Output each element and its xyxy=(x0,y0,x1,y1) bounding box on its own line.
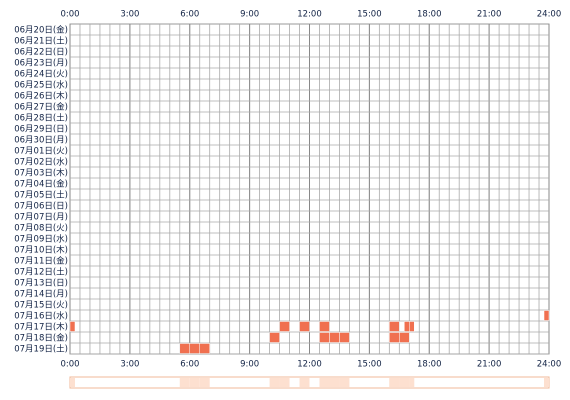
x-tick-label: 21:00 xyxy=(477,10,502,20)
row-label: 07月18日(金) xyxy=(14,333,68,344)
summary-block xyxy=(269,378,280,387)
x-tick-label: 15:00 xyxy=(357,360,382,370)
x-tick-label: 18:00 xyxy=(417,360,442,370)
row-label: 07月13日(日) xyxy=(14,279,68,289)
activity-block xyxy=(269,332,280,343)
x-tick-label: 6:00 xyxy=(180,10,199,20)
activity-block xyxy=(399,332,410,343)
row-label: 06月25日(水) xyxy=(14,80,68,91)
summary-block xyxy=(399,378,410,387)
x-tick-label: 6:00 xyxy=(180,360,199,370)
row-label: 07月07日(月) xyxy=(14,213,68,223)
summary-block xyxy=(70,378,75,387)
x-tick-label: 0:00 xyxy=(60,360,79,370)
x-tick-label: 12:00 xyxy=(297,10,322,20)
summary-block xyxy=(179,378,190,387)
summary-block xyxy=(389,378,400,387)
activity-block xyxy=(404,321,410,332)
x-tick-label: 24:00 xyxy=(537,10,562,20)
row-label: 07月19日(土) xyxy=(14,344,68,355)
row-label: 07月01日(火) xyxy=(14,147,68,157)
summary-block xyxy=(299,378,310,387)
summary-block xyxy=(329,378,340,387)
row-label: 06月20日(金) xyxy=(14,25,68,36)
summary-block xyxy=(339,378,350,387)
row-label: 07月15日(火) xyxy=(14,301,68,311)
row-label: 06月29日(日) xyxy=(14,125,68,135)
row-label: 07月06日(日) xyxy=(14,202,68,212)
activity-block xyxy=(319,321,330,332)
summary-block xyxy=(544,378,549,387)
row-label: 07月09日(水) xyxy=(14,234,68,245)
activity-block xyxy=(69,321,76,332)
x-tick-label: 9:00 xyxy=(240,360,259,370)
summary-block xyxy=(189,378,200,387)
activity-block xyxy=(389,332,400,343)
x-tick-label: 18:00 xyxy=(417,10,442,20)
row-label: 07月10日(木) xyxy=(14,245,68,256)
x-tick-label: 21:00 xyxy=(477,360,502,370)
x-tick-label: 12:00 xyxy=(297,360,322,370)
row-label: 06月26日(木) xyxy=(14,91,68,102)
summary-block xyxy=(199,378,210,387)
row-label: 06月21日(土) xyxy=(14,36,68,47)
activity-block xyxy=(189,343,200,354)
summary-block xyxy=(319,378,330,387)
row-label: 06月24日(火) xyxy=(14,70,68,80)
activity-block xyxy=(179,343,190,354)
row-label: 07月11日(金) xyxy=(14,256,68,267)
row-label: 06月27日(金) xyxy=(14,102,68,113)
row-label: 06月22日(日) xyxy=(14,48,68,58)
row-label: 07月02日(水) xyxy=(14,157,68,168)
row-label: 07月05日(土) xyxy=(14,190,68,201)
row-label: 07月16日(水) xyxy=(14,311,68,322)
x-tick-label: 0:00 xyxy=(60,10,79,20)
x-tick-label: 3:00 xyxy=(120,10,139,20)
activity-block xyxy=(279,321,290,332)
x-tick-label: 24:00 xyxy=(537,360,562,370)
row-label: 07月14日(月) xyxy=(14,290,68,300)
row-label: 07月03日(木) xyxy=(14,168,68,179)
row-label: 07月08日(火) xyxy=(14,224,68,234)
row-label: 06月28日(土) xyxy=(14,113,68,124)
summary-block xyxy=(409,378,415,387)
row-label: 07月12日(土) xyxy=(14,267,68,278)
x-tick-label: 3:00 xyxy=(120,360,139,370)
x-tick-label: 15:00 xyxy=(357,10,382,20)
activity-block xyxy=(329,332,340,343)
row-label: 07月04日(金) xyxy=(14,179,68,190)
activity-block xyxy=(389,321,400,332)
activity-block xyxy=(319,332,330,343)
activity-block xyxy=(199,343,210,354)
x-tick-label: 9:00 xyxy=(240,10,259,20)
activity-block xyxy=(543,310,550,321)
summary-block xyxy=(279,378,290,387)
row-label: 06月30日(月) xyxy=(14,136,68,146)
row-label: 07月17日(木) xyxy=(14,322,68,333)
row-label: 06月23日(月) xyxy=(14,59,68,69)
activity-block xyxy=(299,321,310,332)
activity-block xyxy=(339,332,350,343)
activity-block xyxy=(409,321,415,332)
